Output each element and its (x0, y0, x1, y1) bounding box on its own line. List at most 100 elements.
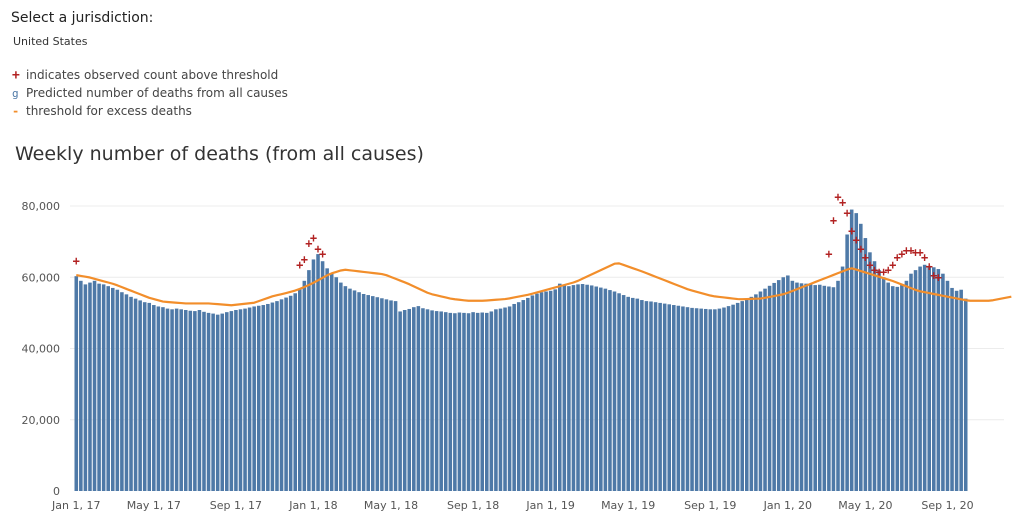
bar (963, 298, 968, 492)
bar (868, 252, 872, 491)
jurisdiction-filter-value[interactable]: United States (13, 35, 88, 48)
bar (817, 284, 822, 491)
bar (361, 293, 366, 491)
bar (890, 286, 895, 491)
above-threshold-marker: + (301, 252, 308, 266)
bar (79, 280, 83, 491)
plus-marker-icon: + (12, 68, 20, 83)
bar (110, 287, 115, 491)
bar (539, 292, 544, 491)
bar (466, 313, 471, 491)
bar (836, 280, 840, 491)
bar (252, 306, 256, 491)
bar (443, 312, 448, 491)
bar (662, 303, 667, 491)
bar (197, 310, 202, 491)
bar (849, 209, 854, 491)
bar (485, 312, 489, 492)
bar (708, 309, 713, 491)
bar (507, 306, 512, 491)
bar (357, 292, 361, 491)
y-tick-label: 0 (53, 485, 60, 498)
above-threshold-marker: + (319, 247, 326, 261)
above-threshold-marker: + (889, 258, 896, 272)
bar (553, 289, 557, 491)
bar (927, 265, 932, 491)
bar (790, 280, 795, 491)
above-threshold-marker: + (830, 213, 837, 227)
bar (307, 270, 311, 492)
bar (594, 286, 599, 491)
bar (366, 295, 370, 491)
bar (311, 259, 316, 491)
bar (781, 277, 786, 491)
bar (152, 305, 156, 491)
bar (453, 313, 457, 491)
above-threshold-marker: + (885, 263, 892, 277)
bar (206, 312, 211, 492)
x-tick-label: May 1, 19 (601, 499, 655, 512)
bar (913, 270, 918, 492)
bar (667, 304, 672, 491)
above-threshold-marker: + (314, 242, 321, 256)
bar (202, 311, 206, 491)
above-threshold-marker: + (305, 236, 312, 250)
bar (863, 238, 868, 491)
bar (726, 306, 731, 491)
bar (690, 307, 694, 491)
bar (626, 296, 630, 491)
bar (229, 311, 234, 491)
bar (434, 311, 439, 491)
bar (831, 287, 836, 491)
bar (97, 283, 101, 491)
bar (298, 288, 302, 491)
bar (904, 280, 909, 491)
bar (448, 312, 453, 492)
bar (804, 283, 808, 491)
y-tick-label: 80,000 (22, 200, 61, 213)
bar (370, 296, 375, 491)
bar (685, 307, 690, 491)
x-tick-label: May 1, 20 (838, 499, 892, 512)
bar (165, 308, 170, 491)
bar (644, 301, 649, 491)
bar (599, 287, 603, 491)
bar (521, 300, 526, 491)
bar (653, 302, 658, 491)
bar (722, 307, 726, 491)
x-tick-label: May 1, 17 (127, 499, 181, 512)
bar (375, 297, 380, 491)
bar (266, 303, 270, 491)
bar (936, 269, 941, 491)
bar (676, 305, 681, 491)
bar (380, 298, 384, 491)
above-threshold-marker: + (880, 265, 887, 279)
bar (649, 301, 653, 491)
bar (352, 290, 357, 491)
bar (562, 285, 567, 491)
bar (672, 305, 676, 491)
bar (275, 301, 279, 491)
bar (703, 308, 708, 491)
bar (183, 310, 188, 491)
threshold-line-icon: - (12, 104, 20, 118)
bar (713, 309, 717, 491)
bar (147, 302, 152, 491)
bar (279, 299, 284, 491)
above-threshold-marker: + (866, 258, 873, 272)
bar (845, 234, 849, 491)
bar (959, 289, 963, 491)
bar (124, 294, 129, 491)
bar (909, 273, 913, 491)
x-tick-label: Sep 1, 19 (684, 499, 736, 512)
bar (179, 309, 183, 491)
bar (92, 280, 97, 491)
bar (88, 282, 92, 491)
x-tick-label: Sep 1, 18 (447, 499, 499, 512)
bar (142, 302, 147, 491)
bar (156, 306, 161, 491)
bar (950, 287, 954, 491)
x-tick-label: May 1, 18 (364, 499, 418, 512)
bar (498, 308, 503, 491)
